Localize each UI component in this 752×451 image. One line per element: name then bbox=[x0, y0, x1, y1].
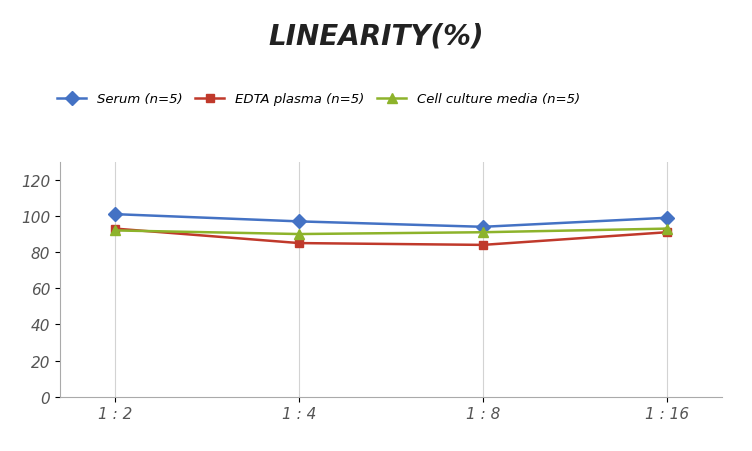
Cell culture media (n=5) bbox=[295, 232, 304, 237]
EDTA plasma (n=5) bbox=[295, 241, 304, 246]
Text: LINEARITY(%): LINEARITY(%) bbox=[268, 23, 484, 51]
Serum (n=5) bbox=[295, 219, 304, 225]
Cell culture media (n=5) bbox=[111, 228, 120, 234]
Line: EDTA plasma (n=5): EDTA plasma (n=5) bbox=[111, 225, 671, 249]
Line: Serum (n=5): Serum (n=5) bbox=[111, 210, 672, 232]
Serum (n=5) bbox=[663, 216, 672, 221]
Serum (n=5) bbox=[111, 212, 120, 217]
EDTA plasma (n=5) bbox=[478, 243, 487, 248]
Legend: Serum (n=5), EDTA plasma (n=5), Cell culture media (n=5): Serum (n=5), EDTA plasma (n=5), Cell cul… bbox=[52, 88, 585, 111]
Cell culture media (n=5) bbox=[478, 230, 487, 235]
Line: Cell culture media (n=5): Cell culture media (n=5) bbox=[111, 224, 672, 239]
EDTA plasma (n=5) bbox=[663, 230, 672, 235]
Serum (n=5) bbox=[478, 225, 487, 230]
Cell culture media (n=5) bbox=[663, 226, 672, 232]
EDTA plasma (n=5) bbox=[111, 226, 120, 232]
